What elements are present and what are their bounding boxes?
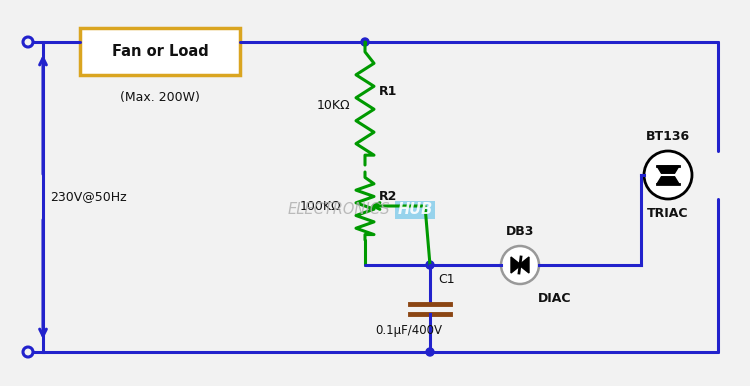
Text: 100KΩ: 100KΩ — [300, 200, 341, 213]
Text: ELECTRONICS: ELECTRONICS — [287, 203, 390, 217]
Text: C1: C1 — [438, 273, 454, 286]
FancyBboxPatch shape — [395, 201, 435, 219]
Text: 10KΩ: 10KΩ — [317, 99, 350, 112]
Circle shape — [426, 261, 434, 269]
Circle shape — [501, 246, 539, 284]
Text: DB3: DB3 — [506, 225, 534, 238]
Text: HUB: HUB — [398, 203, 433, 217]
Text: R2: R2 — [379, 190, 398, 203]
Circle shape — [644, 151, 692, 199]
Polygon shape — [511, 257, 521, 273]
Text: TRIAC: TRIAC — [647, 207, 688, 220]
Bar — [80, 28, 240, 75]
Text: 230V@50Hz: 230V@50Hz — [50, 191, 127, 203]
Circle shape — [426, 348, 434, 356]
Polygon shape — [657, 166, 679, 184]
Circle shape — [361, 38, 369, 46]
Text: (Max. 200W): (Max. 200W) — [120, 90, 200, 103]
Text: DIAC: DIAC — [538, 292, 572, 305]
Text: BT136: BT136 — [646, 130, 690, 143]
Text: R1: R1 — [379, 85, 398, 98]
Text: Fan or Load: Fan or Load — [112, 44, 209, 59]
Polygon shape — [519, 257, 529, 273]
Polygon shape — [657, 166, 679, 184]
Text: 0.1μF/400V: 0.1μF/400V — [375, 324, 442, 337]
